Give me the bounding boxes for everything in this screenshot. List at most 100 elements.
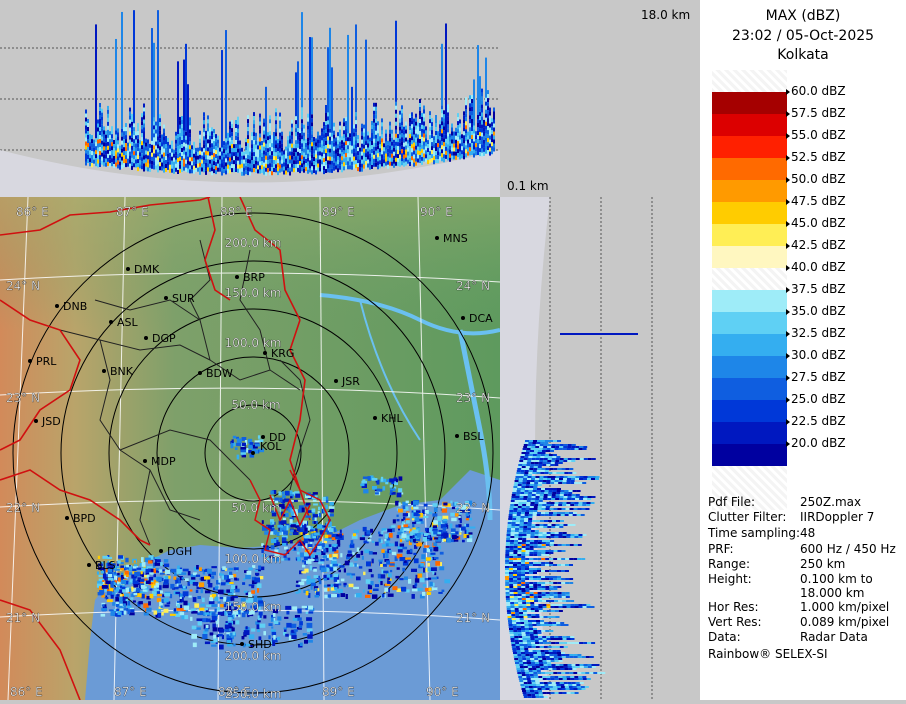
echo-cell: [294, 615, 300, 619]
profile-cell: [279, 128, 281, 133]
profile-cell: [155, 157, 157, 162]
radar-map-panel[interactable]: 86° E 87° E 88° E 89° E 90° E 86° E 87° …: [0, 197, 500, 700]
profile-cell: [171, 164, 173, 169]
profile-cell: [566, 534, 571, 536]
profile-cell: [558, 482, 563, 484]
profile-cell: [313, 165, 315, 169]
profile-cell: [463, 115, 465, 120]
echo-cell: [381, 544, 387, 548]
profile-cell: [269, 131, 271, 136]
profile-cell: [481, 124, 483, 129]
echo-cell: [410, 548, 413, 553]
profile-cell: [533, 466, 538, 468]
profile-cell: [249, 155, 251, 160]
echo-cell: [304, 535, 311, 539]
profile-cell: [534, 530, 539, 532]
profile-cell: [209, 139, 211, 144]
echo-cell: [432, 525, 437, 529]
echo-cell: [191, 625, 197, 630]
profile-cell: [485, 125, 487, 130]
profile-cell: [537, 506, 542, 508]
profile-cell: [297, 139, 299, 144]
profile-cell: [99, 119, 101, 123]
profile-cell: [537, 468, 542, 470]
echo-cell: [118, 605, 123, 609]
radar-site-marker: [251, 451, 255, 455]
profile-cell: [275, 124, 277, 129]
profile-cell: [419, 99, 421, 103]
profile-cell: [529, 576, 533, 578]
echo-cell: [290, 623, 297, 629]
profile-cell: [441, 137, 443, 142]
profile-cell: [469, 119, 471, 124]
profile-cell: [373, 154, 375, 159]
echo-cell: [290, 496, 293, 499]
profile-cell: [431, 154, 433, 159]
echo-cell: [343, 568, 346, 573]
profile-cell: [491, 122, 493, 127]
profile-cell: [528, 518, 533, 520]
profile-cell: [521, 594, 526, 596]
echo-cell: [119, 603, 124, 607]
profile-cell: [181, 164, 183, 168]
profile-cell: [129, 163, 131, 168]
profile-cell: [371, 145, 373, 149]
echo-cell: [197, 584, 200, 587]
echo-cell: [148, 560, 153, 564]
profile-cell: [531, 526, 536, 528]
profile-cell: [373, 138, 375, 143]
profile-cell: [319, 167, 321, 172]
profile-cell: [530, 534, 535, 536]
profile-cell: [539, 460, 544, 462]
profile-cell: [87, 127, 89, 131]
profile-cell: [303, 124, 305, 129]
profile-cell: [471, 127, 473, 131]
profile-cell: [287, 140, 289, 145]
echo-cell: [264, 531, 271, 535]
echo-cell: [275, 500, 279, 504]
echo-cell: [176, 600, 182, 603]
profile-cell: [373, 158, 375, 163]
profile-cell: [542, 604, 547, 606]
profile-cell: [570, 480, 575, 482]
echo-cell: [145, 571, 151, 576]
echo-cell: [301, 605, 307, 608]
echo-cell: [217, 601, 221, 604]
echo-cell: [441, 504, 446, 510]
profile-cell: [423, 121, 425, 126]
profile-cell: [297, 151, 299, 156]
profile-cell: [526, 502, 531, 504]
profile-cell: [367, 143, 369, 148]
profile-cell: [355, 120, 357, 125]
profile-cell: [405, 153, 407, 158]
profile-cell: [151, 28, 153, 141]
profile-cell: [545, 550, 550, 552]
profile-cell: [133, 147, 135, 152]
profile-cell: [411, 116, 413, 121]
radar-map[interactable]: 86° E 87° E 88° E 89° E 90° E 86° E 87° …: [0, 197, 500, 700]
echo-cell: [222, 566, 226, 570]
profile-cell: [565, 512, 569, 514]
profile-cell: [540, 492, 545, 494]
profile-cell: [129, 115, 131, 120]
echo-cell: [285, 605, 292, 610]
profile-cell: [463, 119, 465, 124]
profile-cell: [351, 157, 353, 162]
echo-cell: [251, 610, 255, 615]
profile-cell: [441, 113, 443, 118]
profile-cell: [419, 103, 421, 107]
profile-cell: [287, 156, 289, 161]
profile-cell: [157, 148, 159, 153]
profile-cell: [331, 144, 333, 149]
profile-cell: [403, 150, 405, 155]
profile-cell: [521, 452, 526, 454]
profile-cell: [163, 144, 165, 149]
district-borders: [59, 239, 311, 546]
profile-cell: [487, 94, 489, 99]
profile-cell: [357, 139, 359, 144]
echo-cell: [249, 442, 254, 447]
profile-cell: [365, 153, 367, 158]
profile-cell: [209, 151, 211, 156]
profile-cell: [553, 596, 558, 598]
profile-cell: [532, 492, 537, 494]
